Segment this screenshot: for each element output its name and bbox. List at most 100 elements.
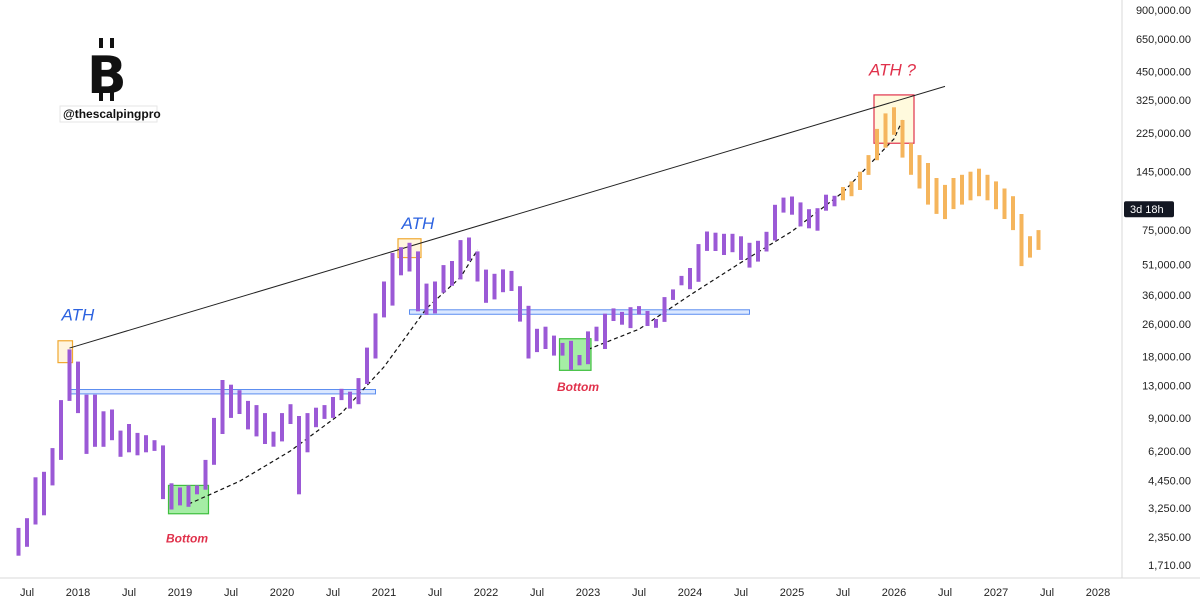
history-bar (348, 391, 352, 409)
history-bar (118, 430, 123, 457)
brand-handle: @thescalpingpro (63, 107, 161, 121)
projection-bar (985, 174, 990, 201)
history-bar (144, 435, 148, 453)
y-tick-label: 3,250.00 (1148, 503, 1191, 515)
x-tick-label: Jul (326, 587, 340, 599)
history-bar (271, 431, 276, 447)
history-bar (577, 355, 582, 366)
history-bar (705, 231, 709, 251)
x-tick-label: 2022 (474, 587, 498, 599)
x-tick-label: Jul (224, 587, 238, 599)
x-tick-label: Jul (122, 587, 136, 599)
x-tick-label: 2027 (984, 587, 1008, 599)
history-bar (815, 208, 820, 231)
x-tick-label: 2025 (780, 587, 804, 599)
history-bar (543, 326, 548, 349)
history-bar (518, 286, 522, 322)
history-bar (339, 388, 344, 401)
history-bar (322, 405, 327, 419)
history-bar (220, 380, 225, 434)
history-bar (67, 349, 72, 401)
history-bar (161, 445, 165, 500)
y-tick-label: 650,000.00 (1136, 34, 1191, 46)
cycle-curve-1 (188, 249, 479, 505)
y-tick-label: 4,450.00 (1148, 475, 1191, 487)
projection-bar (866, 155, 871, 175)
history-bar (535, 328, 539, 353)
x-tick-label: 2023 (576, 587, 600, 599)
x-tick-label: Jul (938, 587, 952, 599)
projection-bar (900, 120, 905, 158)
history-bar (365, 347, 369, 384)
price-axis[interactable]: 900,000.00 650,000.00 450,000.00 325,000.00… (1136, 5, 1191, 572)
history-bar (42, 471, 46, 516)
y-tick-label: 9,000.00 (1148, 413, 1191, 425)
trendline-layer (69, 85, 946, 349)
history-bar (730, 233, 735, 253)
x-tick-label: 2020 (270, 587, 294, 599)
history-bar (569, 340, 573, 370)
history-bar (356, 378, 361, 405)
history-bar (50, 448, 55, 486)
projection-bar (951, 178, 956, 210)
projection-bar (883, 113, 888, 148)
history-bar (263, 413, 267, 444)
y-tick-label: 145,000.00 (1136, 167, 1191, 179)
history-bar (331, 397, 335, 418)
history-bar (16, 527, 21, 556)
y-tick-label: 36,000.00 (1142, 290, 1191, 302)
history-bar (76, 361, 80, 414)
y-tick-label: 13,000.00 (1142, 380, 1191, 392)
projection-bar (892, 107, 896, 135)
projection-bar (1019, 214, 1024, 267)
history-bar (832, 195, 837, 207)
ath-label-2: ATH (401, 214, 435, 233)
y-tick-label: 2,350.00 (1148, 532, 1191, 544)
brand: B @thescalpingpro (59, 38, 161, 123)
price-bars (16, 107, 1041, 556)
projection-bar (909, 143, 913, 175)
history-bar (407, 242, 412, 272)
bottom-label-4: Bottom (166, 532, 208, 546)
history-bar (722, 233, 726, 255)
history-bar (84, 394, 89, 454)
history-bar (747, 242, 752, 268)
history-bar (135, 432, 140, 456)
history-bar (390, 252, 395, 306)
projection-bar (849, 181, 854, 197)
projection-bar (858, 171, 862, 190)
history-bar (246, 400, 250, 430)
history-bar (127, 424, 131, 453)
history-bar (195, 485, 199, 495)
y-tick-label: 450,000.00 (1136, 66, 1191, 78)
history-bar (501, 269, 505, 293)
projection-bar (943, 184, 947, 220)
x-tick-label: 2026 (882, 587, 906, 599)
x-tick-label: 2024 (678, 587, 702, 599)
projection-bar (926, 163, 930, 205)
ath-box-3 (873, 94, 915, 144)
history-bar (212, 417, 216, 465)
history-bar (59, 400, 63, 460)
history-bar (688, 268, 692, 290)
history-bar (110, 409, 114, 441)
y-tick-label: 1,710.00 (1148, 560, 1191, 572)
history-bar (824, 194, 828, 211)
history-bar (178, 487, 182, 506)
history-bar (399, 247, 403, 276)
history-bar (756, 240, 760, 262)
history-bar (373, 313, 378, 359)
countdown-badge: 3d 18h (1124, 201, 1174, 218)
history-bar (254, 405, 259, 437)
countdown-badge-text: 3d 18h (1130, 204, 1164, 216)
y-tick-label: 26,000.00 (1142, 319, 1191, 331)
y-tick-label: 51,000.00 (1142, 259, 1191, 271)
history-bar (33, 477, 38, 525)
history-bar (509, 270, 514, 291)
history-bar (773, 204, 777, 241)
ath-label-3: ATH ? (868, 60, 916, 79)
ath-label-1: ATH (61, 306, 95, 325)
time-axis[interactable]: Jul 2018 Jul 2019 Jul 2020 Jul 2021 Jul 2022 Jul 20… (20, 587, 1110, 599)
y-tick-label: 325,000.00 (1136, 95, 1191, 107)
